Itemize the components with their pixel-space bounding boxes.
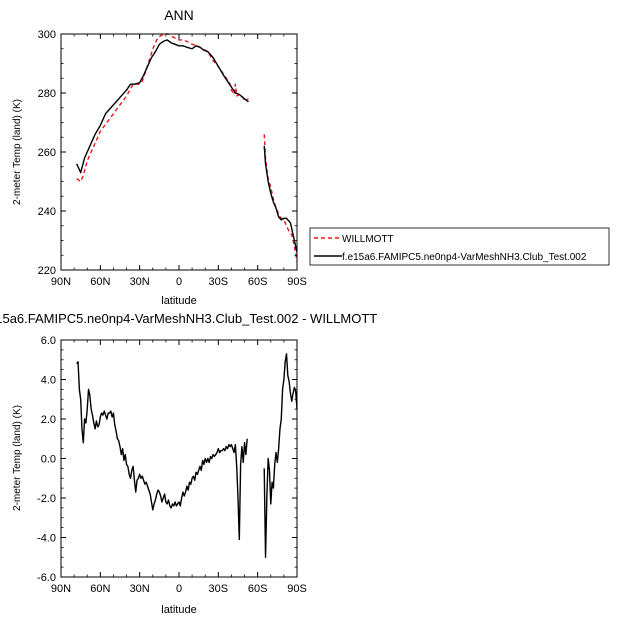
top-x-tick-label-4: 30S bbox=[209, 276, 229, 288]
top-x-axis-label: latitude bbox=[161, 295, 196, 307]
top-axes: 90N 60N 30N 0 30S 60S 90S 300 280 260 240 220 bbox=[38, 29, 307, 288]
bottom-y-tick-label-5: -4.0 bbox=[37, 533, 56, 545]
top-series-1-segment-0 bbox=[76, 39, 249, 174]
bottom-y-tick-label-4: -2.0 bbox=[37, 493, 56, 505]
bottom-x-tick-label-5: 60S bbox=[248, 583, 268, 595]
top-y-tick-label-0: 300 bbox=[38, 29, 56, 41]
top-x-tick-label-2: 30N bbox=[130, 276, 150, 288]
bottom-y-tick-label-0: 6.0 bbox=[41, 335, 56, 347]
top-y-tick-label-2: 260 bbox=[38, 147, 56, 159]
top-chart-title: ANN bbox=[164, 7, 194, 23]
bottom-y-tick-label-2: 2.0 bbox=[41, 414, 56, 426]
legend-label-model: f.e15a6.FAMIPC5.ne0np4-VarMeshNH3.Club_T… bbox=[342, 252, 587, 263]
bottom-series-lines bbox=[76, 353, 298, 558]
legend-frame bbox=[309, 227, 610, 266]
bottom-x-tick-label-0: 90N bbox=[51, 583, 71, 595]
bottom-x-tick-label-2: 30N bbox=[130, 583, 150, 595]
top-y-tick-label-4: 220 bbox=[38, 265, 56, 277]
bottom-x-axis-label: latitude bbox=[161, 604, 196, 616]
bottom-y-tick-label-6: -6.0 bbox=[37, 572, 56, 584]
top-y-tick-label-1: 280 bbox=[38, 88, 56, 100]
top-panel: ANN 2-meter Temp (land) (K) latitude 90N… bbox=[12, 7, 307, 307]
bottom-chart-title: f.e15a6.FAMIPC5.ne0np4-VarMeshNH3.Club_T… bbox=[0, 311, 377, 326]
bottom-panel: f.e15a6.FAMIPC5.ne0np4-VarMeshNH3.Club_T… bbox=[0, 311, 377, 616]
bottom-x-tick-label-3: 0 bbox=[176, 583, 182, 595]
bottom-plot-frame bbox=[60, 339, 298, 578]
top-plot-frame bbox=[60, 33, 298, 271]
bottom-series-0-segment-0 bbox=[76, 361, 248, 541]
bottom-series-0-segment-1 bbox=[263, 353, 298, 558]
top-y-axis-label: 2-meter Temp (land) (K) bbox=[12, 99, 23, 205]
top-series-0-segment-1 bbox=[263, 134, 298, 262]
bottom-y-axis-label: 2-meter Temp (land) (K) bbox=[12, 405, 23, 511]
top-x-tick-label-1: 60N bbox=[90, 276, 110, 288]
top-series-lines bbox=[76, 33, 298, 262]
top-y-tick-label-3: 240 bbox=[38, 206, 56, 218]
legend: WILLMOTT f.e15a6.FAMIPC5.ne0np4-VarMeshN… bbox=[309, 227, 610, 266]
bottom-y-tick-label-1: 4.0 bbox=[41, 375, 56, 387]
top-series-1-segment-1 bbox=[263, 146, 298, 253]
legend-label-willmott: WILLMOTT bbox=[342, 234, 394, 245]
top-x-tick-label-3: 0 bbox=[176, 276, 182, 288]
bottom-x-tick-label-4: 30S bbox=[209, 583, 229, 595]
bottom-x-tick-label-6: 90S bbox=[287, 583, 307, 595]
top-x-tick-label-5: 60S bbox=[248, 276, 268, 288]
top-series-0-segment-0 bbox=[76, 33, 249, 183]
bottom-x-tick-label-1: 60N bbox=[90, 583, 110, 595]
bottom-axes: 90N 60N 30N 0 30S 60S 90S 6.0 4.0 2.0 0.0 -2.0 -4.0 -… bbox=[37, 335, 307, 595]
bottom-y-tick-label-3: 0.0 bbox=[41, 454, 56, 466]
top-x-tick-label-0: 90N bbox=[51, 276, 71, 288]
top-x-tick-label-6: 90S bbox=[287, 276, 307, 288]
